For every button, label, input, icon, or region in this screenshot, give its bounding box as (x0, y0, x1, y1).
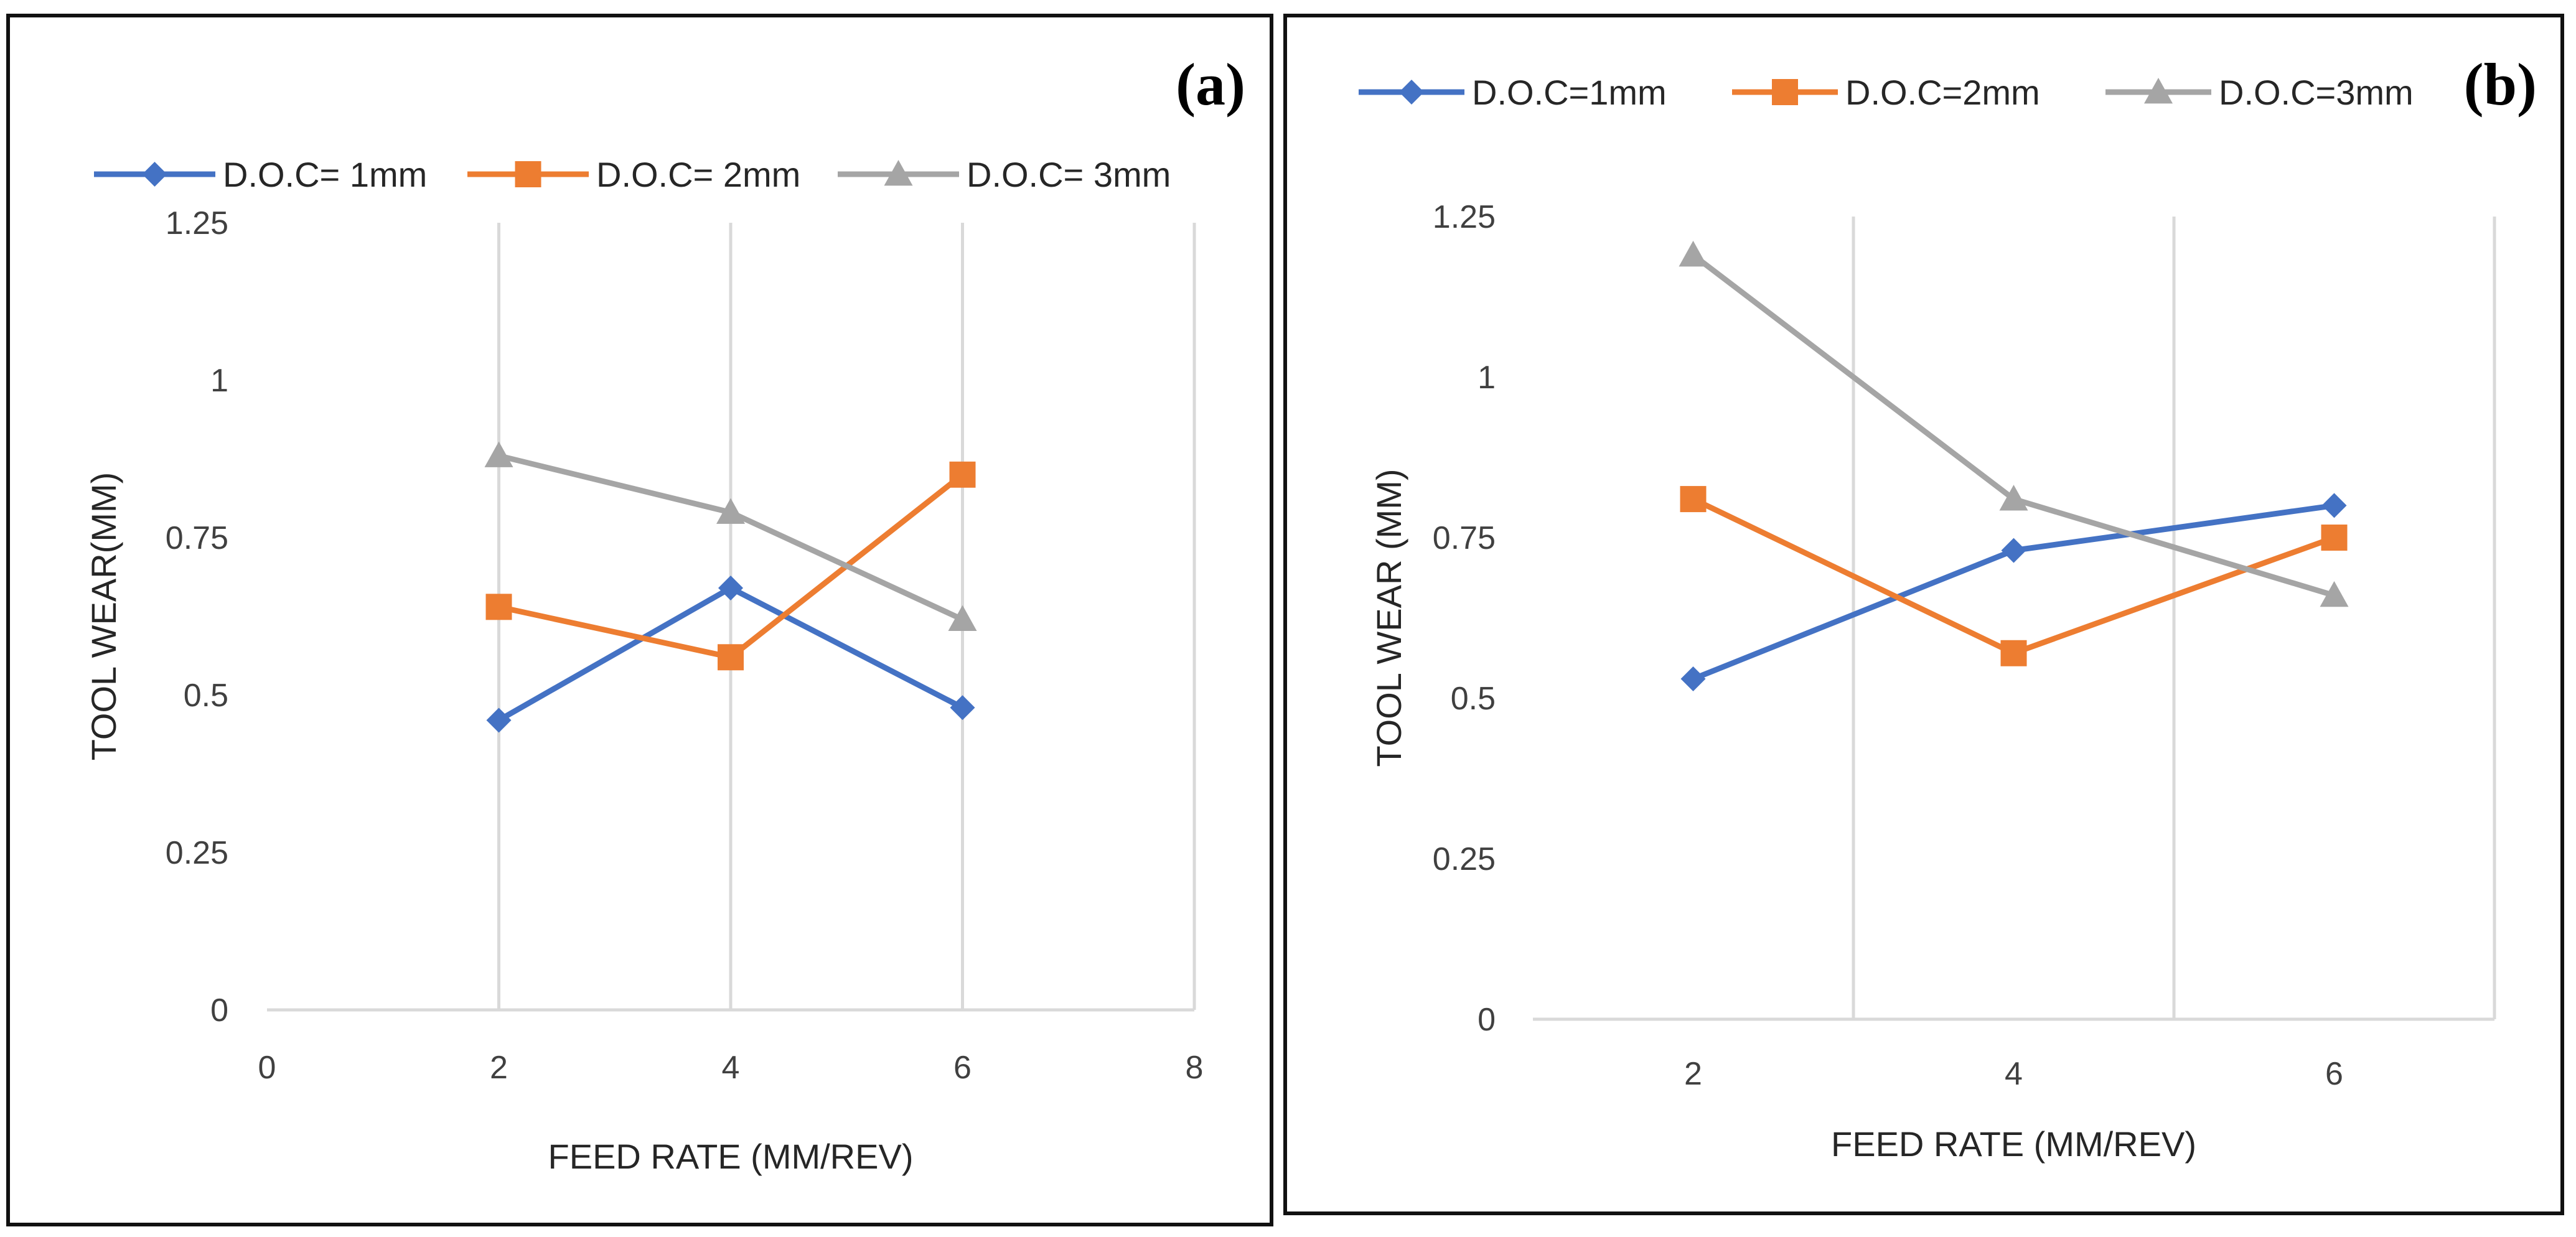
series-line-b-1 (1692, 497, 2336, 656)
data-point-b-2-1 (1999, 485, 2028, 511)
y-tick-label-a-1: 0.25 (166, 835, 228, 871)
y-tick-label-b-3: 0.75 (1433, 520, 1496, 556)
x-tick-label-a-1: 2 (490, 1050, 508, 1086)
data-point-a-0-0 (486, 707, 512, 733)
panel-label-b: (b) (2464, 51, 2537, 118)
y-tick-label-a-0: 0 (210, 992, 228, 1029)
x-tick-label-b-0: 2 (1684, 1056, 1702, 1092)
data-point-a-2-1 (716, 498, 745, 524)
chart-panel-a: 0 0.25 0.5 0.75 1 1.25 0 2 4 6 8 FEED RATE (MM/REV)… (6, 14, 1273, 1226)
data-point-a-1-1 (718, 644, 744, 671)
x-tick-label-b-1: 4 (2005, 1056, 2023, 1092)
data-point-a-2-2 (948, 605, 977, 631)
data-point-a-1-0 (485, 594, 512, 620)
legend-label-a-2: D.O.C= 3mm (967, 155, 1171, 194)
panel-label-a: (a) (1176, 51, 1245, 118)
data-point-b-1-1 (2000, 640, 2027, 666)
legend-marker-a-2 (884, 160, 913, 186)
y-tick-label-b-4: 1 (1478, 360, 1496, 396)
y-tick-label-a-4: 1 (210, 363, 228, 399)
x-axis-title-a: FEED RATE (MM/REV) (548, 1137, 914, 1176)
legend-label-b-0: D.O.C=1mm (1472, 73, 1667, 112)
data-point-a-2-0 (484, 441, 513, 467)
data-point-b-2-0 (1679, 240, 1708, 267)
data-point-a-0-1 (718, 575, 743, 600)
x-tick-label-b-2: 6 (2325, 1056, 2343, 1092)
legend-label-a-0: D.O.C= 1mm (223, 155, 427, 194)
y-tick-label-a-5: 1.25 (166, 205, 228, 241)
y-tick-label-a-3: 0.75 (166, 520, 228, 556)
legend-marker-b-2 (2144, 78, 2173, 104)
chart-a-svg: 0 0.25 0.5 0.75 1 1.25 0 2 4 6 8 FEED RATE (MM/REV)… (84, 51, 1245, 1176)
y-tick-label-a-2: 0.5 (184, 678, 228, 714)
y-tick-label-b-0: 0 (1478, 1002, 1496, 1038)
y-tick-label-b-2: 0.5 (1451, 681, 1496, 717)
legend-marker-a-1 (515, 161, 541, 187)
y-axis-title-a: TOOL WEAR(MM) (84, 472, 123, 761)
legend-marker-a-0 (142, 162, 167, 187)
x-axis-title-b: FEED RATE (MM/REV) (1831, 1124, 2196, 1164)
chart-b-svg: 0 0.25 0.5 0.75 1 1.25 2 4 6 FEED RATE (MM/REV) TO… (1359, 51, 2537, 1164)
data-point-a-0-2 (950, 695, 975, 721)
legend-marker-b-0 (1399, 80, 1424, 105)
data-point-b-1-2 (2321, 525, 2348, 551)
x-tick-label-a-4: 8 (1186, 1050, 1204, 1086)
data-point-a-1-2 (949, 461, 976, 488)
legend-label-b-1: D.O.C=2mm (1845, 73, 2040, 112)
data-point-b-0-1 (2001, 538, 2026, 563)
data-point-b-0-0 (1680, 666, 1706, 692)
chart-panel-b: 0 0.25 0.5 0.75 1 1.25 2 4 6 FEED RATE (MM/REV) TO… (1283, 14, 2564, 1215)
y-tick-label-b-1: 0.25 (1433, 841, 1496, 877)
data-point-b-0-2 (2321, 493, 2347, 518)
legend-marker-b-1 (1772, 79, 1798, 105)
x-tick-label-a-2: 4 (722, 1050, 740, 1086)
y-axis-title-b: TOOL WEAR (MM) (1369, 469, 1408, 767)
x-tick-label-a-3: 6 (953, 1050, 972, 1086)
x-tick-label-a-0: 0 (258, 1050, 276, 1086)
y-tick-label-b-5: 1.25 (1433, 199, 1496, 235)
data-point-b-2-2 (2320, 581, 2349, 607)
legend-label-a-1: D.O.C= 2mm (596, 155, 800, 194)
legend-label-b-2: D.O.C=3mm (2219, 73, 2414, 112)
data-point-b-1-0 (1680, 486, 1707, 513)
